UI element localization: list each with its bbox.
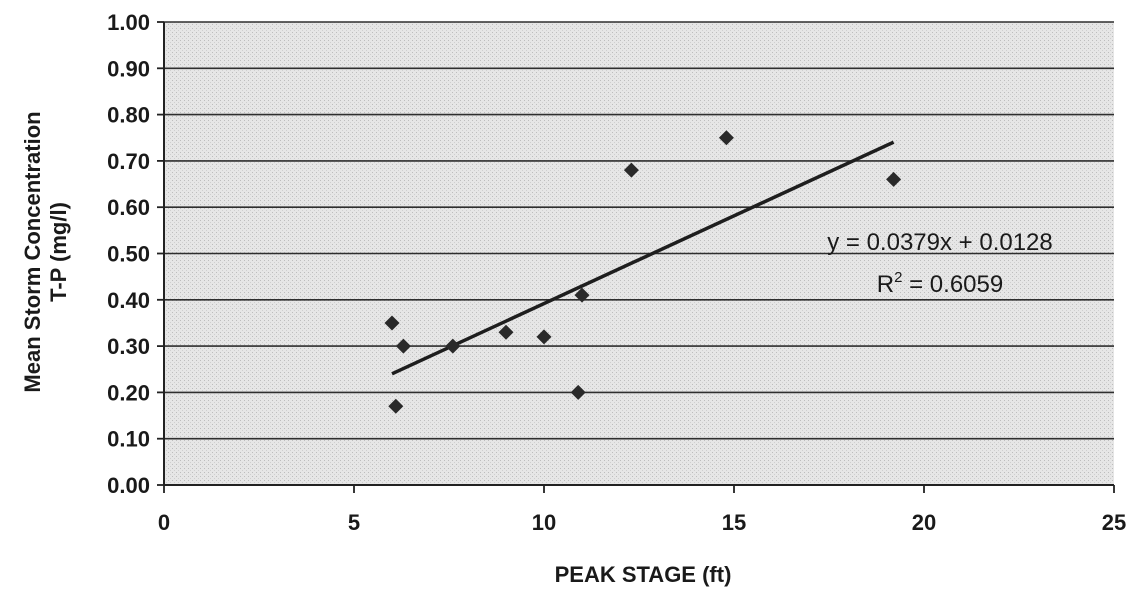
r-squared-superscript: 2: [894, 269, 902, 286]
trendline: [391, 140, 895, 376]
axes: [157, 21, 1115, 493]
y-axis-title: Mean Storm Concentration T-P (mg/l): [20, 111, 71, 392]
y-axis-title-line-2: T-P (mg/l): [46, 202, 71, 302]
y-tick-label: 0.00: [107, 473, 150, 498]
r-squared-label: R2 = 0.6059: [877, 269, 1003, 298]
data-point: [498, 324, 514, 340]
data-point: [388, 398, 404, 414]
data-point: [384, 315, 400, 331]
y-tick-label: 0.50: [107, 242, 150, 267]
tick-labels: 0.00 0.10 0.20 0.30 0.40 0.50 0.60 0.70 0.80 0.90…: [107, 10, 1126, 535]
trendline-group: [391, 140, 895, 376]
data-point: [623, 162, 639, 178]
x-tick-label: 0: [158, 510, 170, 535]
y-tick-label: 0.90: [107, 56, 150, 81]
data-point: [574, 287, 590, 303]
gridlines: [164, 21, 1114, 440]
y-tick-label: 0.70: [107, 149, 150, 174]
data-points: [384, 130, 902, 414]
x-tick-label: 25: [1102, 510, 1126, 535]
data-point: [395, 338, 411, 354]
y-tick-label: 0.80: [107, 103, 150, 128]
y-tick-label: 0.40: [107, 288, 150, 313]
x-tick-label: 20: [912, 510, 936, 535]
y-tick-label: 0.60: [107, 195, 150, 220]
data-point: [886, 171, 902, 187]
y-tick-label: 1.00: [107, 10, 150, 35]
data-point: [445, 338, 461, 354]
x-tick-label: 15: [722, 510, 746, 535]
x-tick-label: 10: [532, 510, 556, 535]
trendline-equation: y = 0.0379x + 0.0128: [827, 229, 1053, 256]
y-tick-label: 0.20: [107, 380, 150, 405]
y-tick-label: 0.10: [107, 427, 150, 452]
x-tick-label: 5: [348, 510, 360, 535]
data-point: [536, 329, 552, 345]
data-point: [718, 130, 734, 146]
y-tick-label: 0.30: [107, 334, 150, 359]
y-axis-title-line-1: Mean Storm Concentration: [20, 111, 45, 392]
x-axis-title: PEAK STAGE (ft): [555, 562, 732, 587]
data-point: [570, 384, 586, 400]
